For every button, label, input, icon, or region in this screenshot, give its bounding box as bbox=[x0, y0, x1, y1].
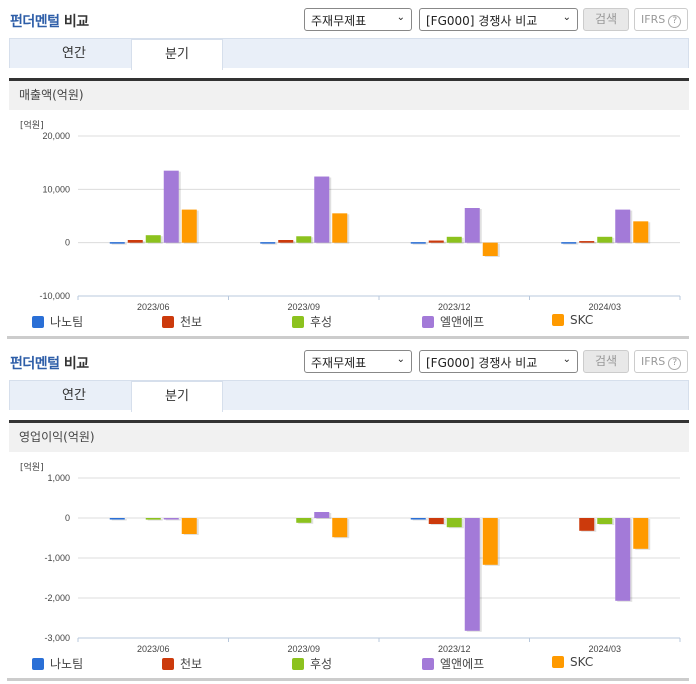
legend-label: 엘앤에프 bbox=[440, 315, 485, 329]
legend-label: 천보 bbox=[180, 657, 203, 671]
legend-label: 나노팀 bbox=[50, 657, 84, 671]
section-title: 펀더멘털 비교 bbox=[10, 11, 89, 31]
help-icon[interactable]: ? bbox=[668, 15, 682, 28]
section-header: 펀더멘털 비교 주재무제표 ⌄ [FG000] 경쟁사 비교 ⌄ 검색 IFRS… bbox=[0, 342, 696, 378]
section-divider bbox=[7, 336, 689, 339]
section-title: 펀더멘털 비교 bbox=[10, 353, 89, 373]
legend-swatch bbox=[422, 315, 434, 328]
svg-text:2024/03: 2024/03 bbox=[588, 302, 621, 312]
legend-item-lnf[interactable]: 엘앤에프 bbox=[422, 313, 484, 330]
legend-item-skc[interactable]: SKC bbox=[552, 313, 593, 327]
legend-label: 엘앤에프 bbox=[440, 657, 485, 671]
ifrs-label: IFRS bbox=[641, 13, 666, 26]
search-button[interactable]: 검색 bbox=[583, 8, 629, 31]
legend-swatch bbox=[32, 315, 44, 328]
legend-swatch bbox=[292, 315, 304, 328]
svg-text:1,000: 1,000 bbox=[47, 473, 70, 483]
tab-annual[interactable]: 연간 bbox=[62, 46, 86, 61]
operating-income-chart: [억원] 1,000 0 -1,000 -2,000 -3,000 2023/06 2023… bbox=[0, 454, 696, 671]
help-icon[interactable]: ? bbox=[668, 357, 682, 370]
title-part1: 펀더멘털 bbox=[10, 356, 60, 372]
metric-title: 매출액(억원) bbox=[9, 78, 689, 110]
chart-legend: 나노팀 천보 후성 엘앤에프 SKC bbox=[0, 313, 696, 331]
tab-quarterly[interactable]: 분기 bbox=[131, 381, 223, 412]
compare-group-value: [FG000] 경쟁사 비교 bbox=[426, 356, 538, 370]
svg-text:-3,000: -3,000 bbox=[44, 633, 70, 643]
legend-label: 후성 bbox=[310, 657, 333, 671]
statement-type-value: 주재무제표 bbox=[311, 14, 367, 28]
chevron-down-icon: ⌄ bbox=[562, 354, 571, 365]
sales-chart: [억원] 20,000 10,000 0 -10,000 2023/06 2023/09 2… bbox=[0, 112, 696, 329]
statement-type-select[interactable]: 주재무제표 ⌄ bbox=[304, 350, 412, 373]
legend-item-foosung[interactable]: 후성 bbox=[292, 655, 332, 672]
legend-item-foosung[interactable]: 후성 bbox=[292, 313, 332, 330]
svg-text:0: 0 bbox=[65, 238, 70, 248]
search-button[interactable]: 검색 bbox=[583, 350, 629, 373]
legend-item-lnf[interactable]: 엘앤에프 bbox=[422, 655, 484, 672]
legend-label: SKC bbox=[570, 655, 594, 669]
tab-annual[interactable]: 연간 bbox=[62, 388, 86, 403]
svg-text:2023/06: 2023/06 bbox=[137, 644, 170, 654]
ifrs-button[interactable]: IFRS? bbox=[634, 8, 688, 31]
legend-swatch bbox=[32, 657, 44, 670]
svg-text:2023/12: 2023/12 bbox=[438, 302, 471, 312]
operating-income-bar-chart: 1,000 0 -1,000 -2,000 -3,000 2023/06 2023/09 20… bbox=[44, 473, 681, 654]
legend-item-chunbo[interactable]: 천보 bbox=[162, 313, 202, 330]
svg-text:0: 0 bbox=[65, 513, 70, 523]
chevron-down-icon: ⌄ bbox=[396, 12, 405, 23]
fundamental-compare-section-sales: 펀더멘털 비교 주재무제표 ⌄ [FG000] 경쟁사 비교 ⌄ 검색 IFRS… bbox=[0, 0, 696, 339]
title-part2: 비교 bbox=[63, 356, 89, 372]
title-part1: 펀더멘털 bbox=[10, 14, 60, 30]
chevron-down-icon: ⌄ bbox=[562, 12, 571, 23]
title-part2: 비교 bbox=[63, 14, 89, 30]
statement-type-select[interactable]: 주재무제표 ⌄ bbox=[304, 8, 412, 31]
legend-item-skc[interactable]: SKC bbox=[552, 655, 593, 669]
sales-bar-chart: 20,000 10,000 0 -10,000 2023/06 2023/09 2023/1… bbox=[39, 131, 681, 312]
tab-quarterly[interactable]: 분기 bbox=[131, 39, 223, 70]
legend-swatch bbox=[292, 657, 304, 670]
chevron-down-icon: ⌄ bbox=[396, 354, 405, 365]
metric-title: 영업이익(억원) bbox=[9, 420, 689, 452]
section-divider bbox=[7, 678, 689, 681]
compare-group-value: [FG000] 경쟁사 비교 bbox=[426, 14, 538, 28]
fundamental-compare-section-operating-income: 펀더멘털 비교 주재무제표 ⌄ [FG000] 경쟁사 비교 ⌄ 검색 IFRS… bbox=[0, 342, 696, 684]
svg-text:2024/03: 2024/03 bbox=[588, 644, 621, 654]
legend-swatch bbox=[422, 657, 434, 670]
unit-label: [억원] bbox=[20, 463, 44, 473]
svg-text:-2,000: -2,000 bbox=[44, 593, 70, 603]
compare-group-select[interactable]: [FG000] 경쟁사 비교 ⌄ bbox=[419, 8, 578, 31]
legend-label: SKC bbox=[570, 313, 594, 327]
legend-item-nanotim[interactable]: 나노팀 bbox=[32, 655, 83, 672]
legend-label: 천보 bbox=[180, 315, 203, 329]
svg-text:10,000: 10,000 bbox=[42, 184, 70, 194]
legend-item-nanotim[interactable]: 나노팀 bbox=[32, 313, 83, 330]
svg-text:2023/09: 2023/09 bbox=[287, 644, 320, 654]
statement-type-value: 주재무제표 bbox=[311, 356, 367, 370]
legend-item-chunbo[interactable]: 천보 bbox=[162, 655, 202, 672]
period-tabs: 연간 분기 bbox=[9, 38, 689, 70]
svg-text:2023/12: 2023/12 bbox=[438, 644, 471, 654]
svg-text:-1,000: -1,000 bbox=[44, 553, 70, 563]
legend-label: 나노팀 bbox=[50, 315, 84, 329]
legend-swatch bbox=[552, 314, 564, 326]
period-tabs: 연간 분기 bbox=[9, 380, 689, 412]
ifrs-button[interactable]: IFRS? bbox=[634, 350, 688, 373]
ifrs-label: IFRS bbox=[641, 355, 666, 368]
svg-text:2023/06: 2023/06 bbox=[137, 302, 170, 312]
svg-text:-10,000: -10,000 bbox=[39, 291, 70, 301]
svg-text:20,000: 20,000 bbox=[42, 131, 70, 141]
svg-text:2023/09: 2023/09 bbox=[287, 302, 320, 312]
legend-swatch bbox=[162, 315, 174, 328]
legend-swatch bbox=[162, 657, 174, 670]
unit-label: [억원] bbox=[20, 121, 44, 131]
chart-legend: 나노팀 천보 후성 엘앤에프 SKC bbox=[0, 655, 696, 673]
section-header: 펀더멘털 비교 주재무제표 ⌄ [FG000] 경쟁사 비교 ⌄ 검색 IFRS… bbox=[0, 0, 696, 36]
legend-label: 후성 bbox=[310, 315, 333, 329]
compare-group-select[interactable]: [FG000] 경쟁사 비교 ⌄ bbox=[419, 350, 578, 373]
legend-swatch bbox=[552, 656, 564, 668]
